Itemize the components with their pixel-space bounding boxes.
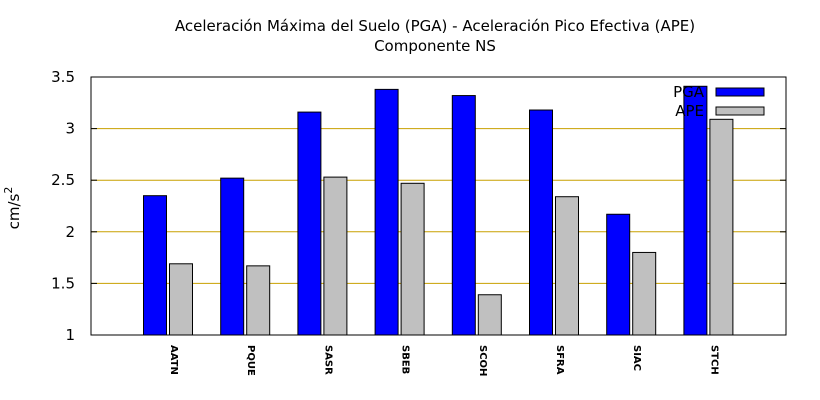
y-tick-label: 3 (65, 120, 75, 138)
bar-ape-scoh (477, 294, 502, 336)
bar-pga-pque (220, 177, 245, 336)
y-tick-label: 1.5 (51, 274, 75, 292)
bar-pga-sbeb (374, 88, 399, 336)
legend-swatch (715, 106, 765, 116)
svg-text:cm/s2: cm/s2 (2, 187, 23, 230)
bar-ape-pque (246, 265, 271, 336)
x-axis: AATN PQUE SASR SBEB SCOH SFRA SIAC STCH (168, 345, 719, 376)
legend-swatch (715, 87, 765, 97)
y-tick-label: 2.5 (51, 171, 75, 189)
y-axis: 1 1.5 2 2.5 3 3.5 (51, 68, 786, 344)
y-tick-label: 3.5 (51, 68, 75, 86)
plot-frame (90, 76, 787, 336)
legend-label: APE (675, 102, 704, 120)
bar-pga-aatn (143, 195, 167, 336)
y-axis-label-exponent: 2 (2, 187, 15, 194)
x-tick-label: AATN (168, 345, 179, 375)
chart-subtitle: Componente NS (374, 37, 496, 55)
bar-pga-sasr (297, 111, 322, 336)
bar-ape-sbeb (400, 182, 425, 336)
bar-ape-siac (632, 251, 657, 336)
bar-pga-scoh (451, 95, 476, 336)
legend-label: PGA (673, 83, 705, 101)
bar-pga-sfra (529, 109, 553, 336)
x-tick-label: SASR (322, 345, 333, 375)
y-axis-label-base: cm/s (5, 193, 23, 229)
bars (143, 85, 734, 336)
x-tick-label: SIAC (631, 345, 642, 371)
y-tick-label: 1 (65, 326, 75, 344)
x-tick-label: PQUE (245, 345, 256, 376)
chart-title: Aceleración Máxima del Suelo (PGA) - Ace… (175, 17, 695, 35)
bar-pga-siac (606, 213, 631, 336)
grid-lines (91, 128, 786, 284)
bar-ape-sasr (323, 176, 348, 336)
bar-pga-stch (683, 85, 708, 336)
y-tick-label: 2 (65, 223, 75, 241)
x-tick-label: SFRA (554, 345, 565, 375)
bar-ape-stch (709, 118, 734, 336)
bar-ape-aatn (169, 263, 193, 336)
bar-ape-sfra (555, 196, 579, 336)
x-tick-label: SCOH (477, 345, 488, 376)
x-tick-label: SBEB (400, 345, 411, 374)
y-axis-label: cm/s2 (2, 187, 23, 230)
x-tick-label: STCH (708, 345, 719, 375)
